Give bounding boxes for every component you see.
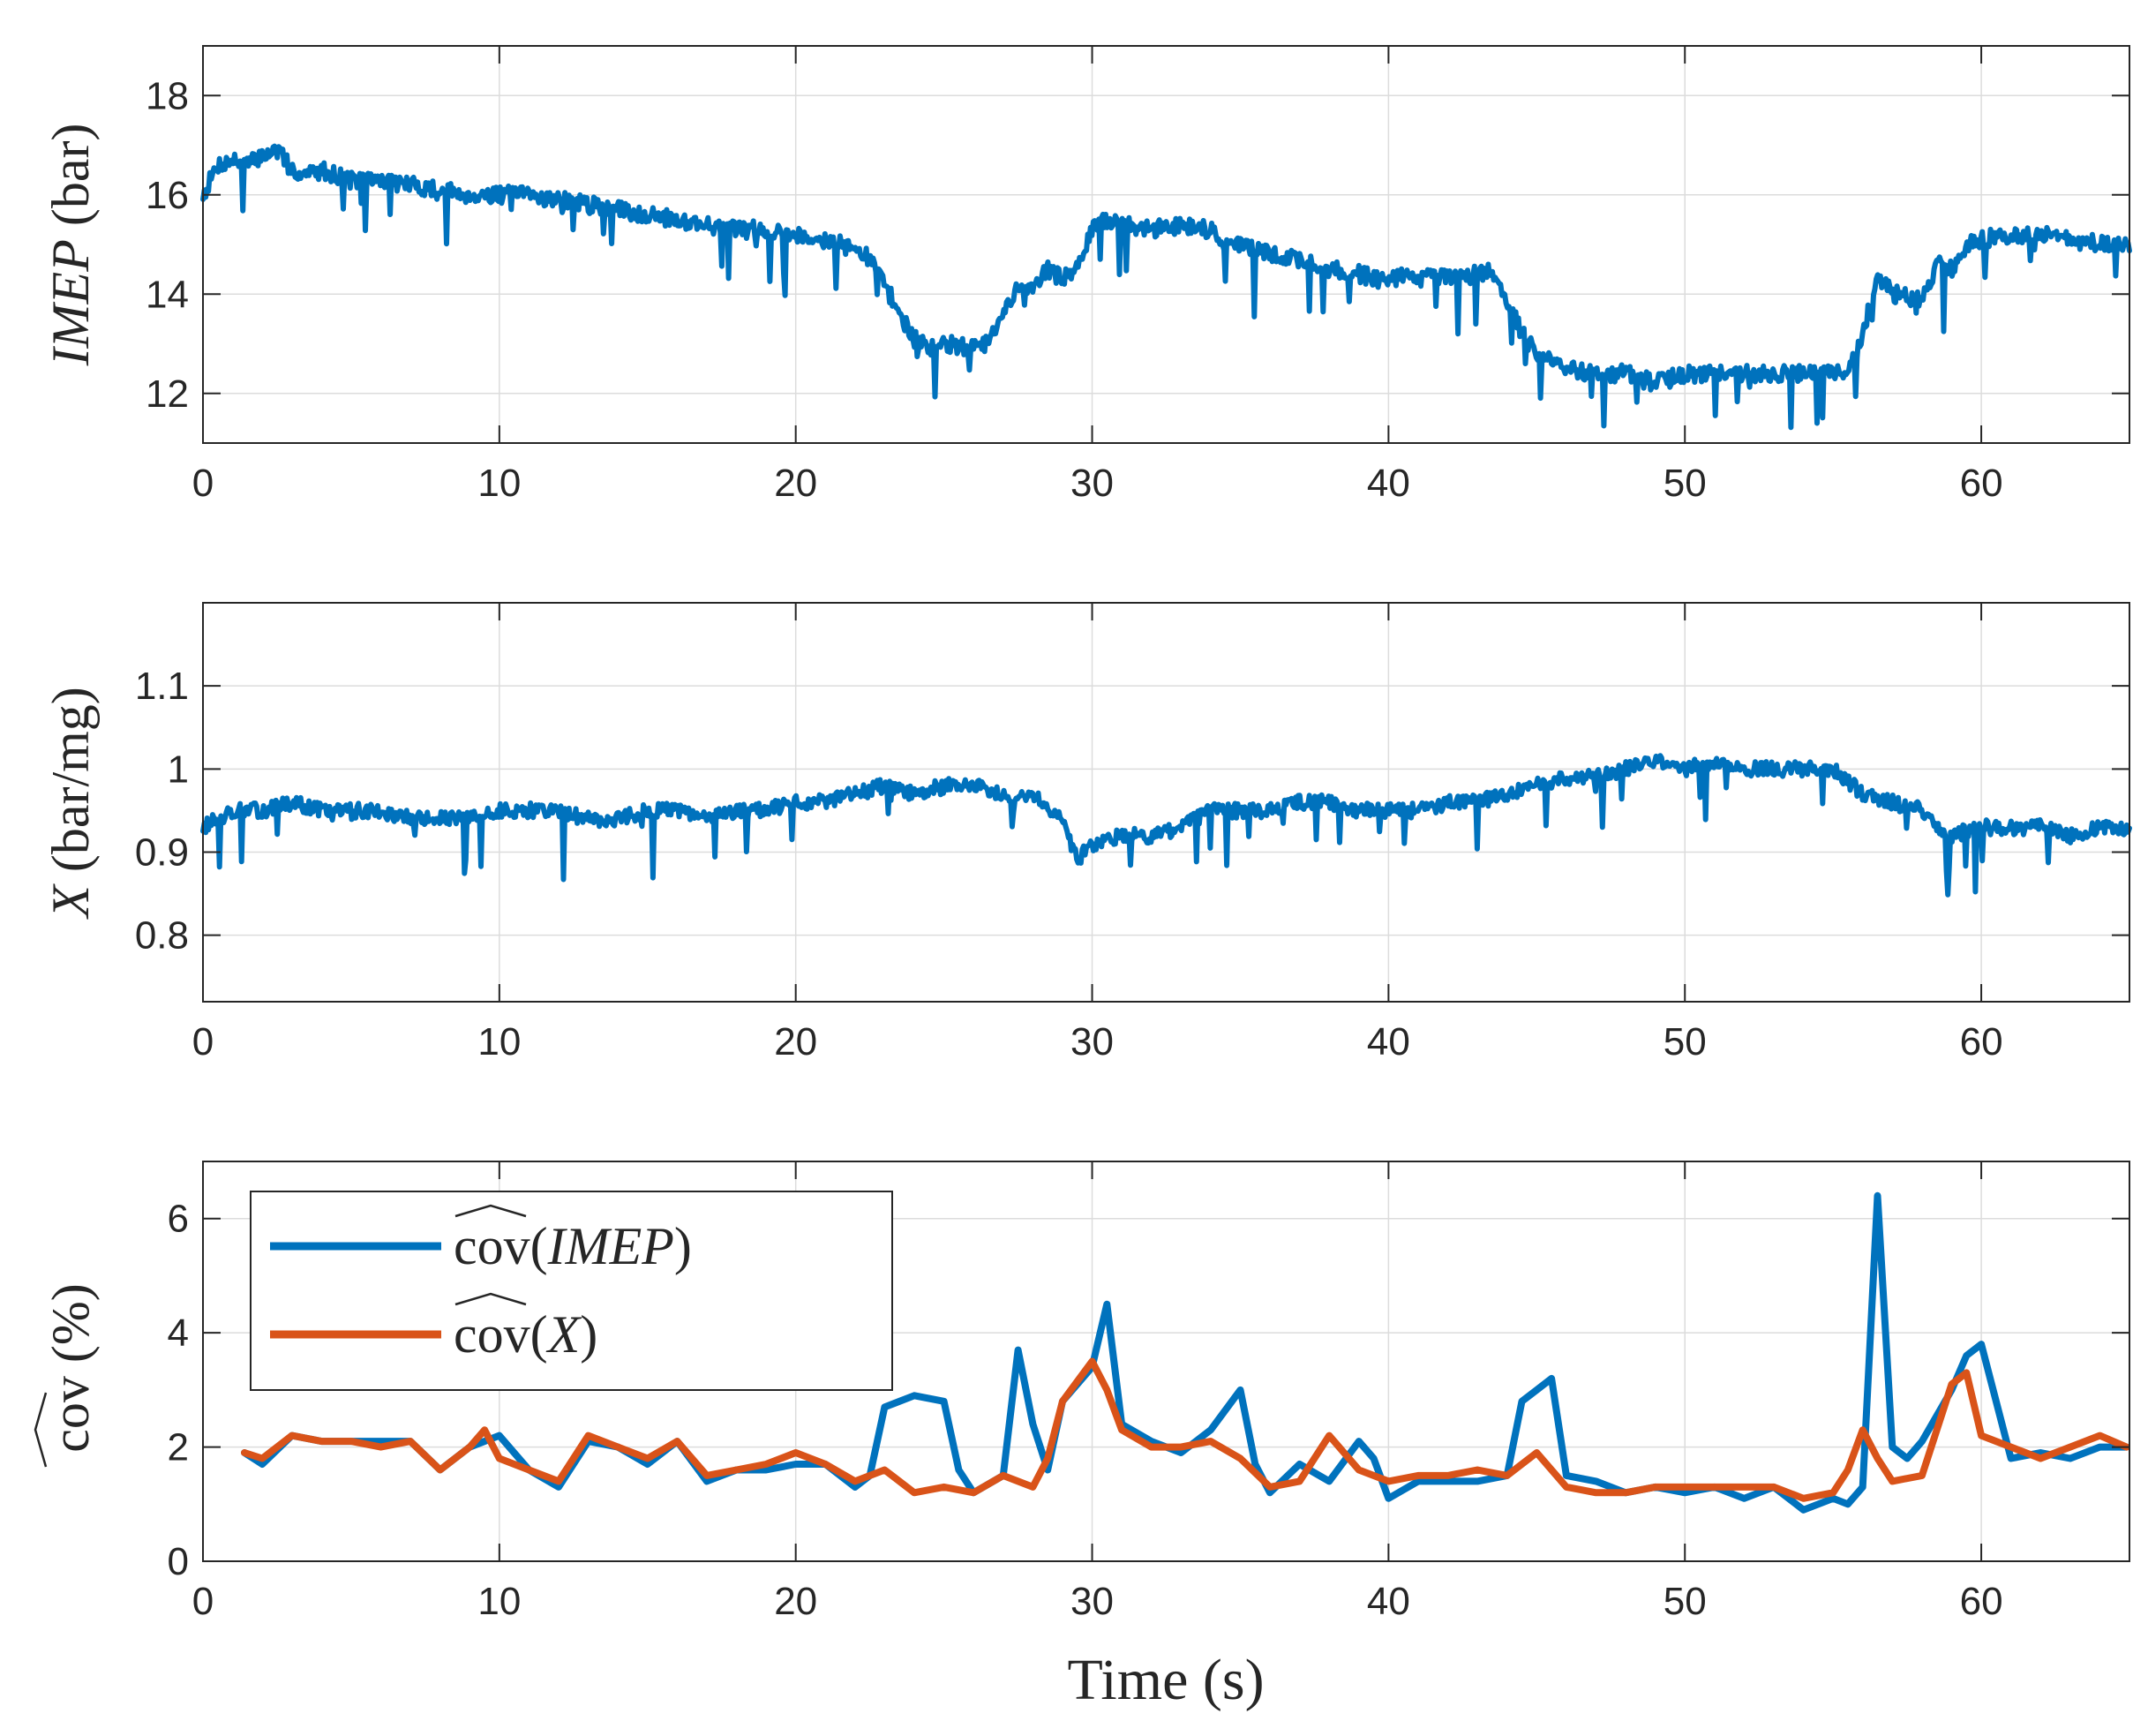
x-tick-label: 60 xyxy=(1960,1580,2003,1623)
x-tick-label: 20 xyxy=(774,1580,817,1623)
hat-accent xyxy=(454,1204,527,1218)
y-tick-label: 0 xyxy=(168,1540,189,1583)
legend-entry-imep: cov(IMEP) xyxy=(270,1204,692,1275)
y-tick-label: 6 xyxy=(168,1198,189,1241)
series-layer xyxy=(200,143,2132,431)
x-tick-label: 30 xyxy=(1070,1020,1114,1063)
x-tick-label: 60 xyxy=(1960,462,2003,505)
legend-entry-x: cov(X) xyxy=(270,1292,597,1364)
legend-label-x-cov: cov( xyxy=(454,1305,548,1364)
axes-box xyxy=(202,1161,2130,1562)
y-axis-label-unit: (bar) xyxy=(41,124,100,240)
y-tick-label: 2 xyxy=(168,1426,189,1469)
hat-accent xyxy=(34,1392,48,1468)
series-line-covx xyxy=(241,1357,2130,1502)
x-tick-label: 10 xyxy=(477,1580,521,1623)
y-tick-label: 14 xyxy=(146,273,189,316)
legend-label-imep-symbol: IMEP xyxy=(547,1217,674,1275)
x-axis-label: Time (s) xyxy=(1067,1648,1264,1712)
plot-area xyxy=(203,46,2129,443)
ticks: 0 10 20 30 40 50 60 0 2 4 6 xyxy=(168,1161,2129,1623)
plot-area xyxy=(203,603,2129,1002)
y-tick-label: 0.9 xyxy=(135,831,189,875)
y-axis-label-symbol: X xyxy=(41,883,100,920)
y-tick-label: 0.8 xyxy=(135,914,189,958)
y-tick-label: 1 xyxy=(168,748,189,791)
y-tick-label: 4 xyxy=(168,1311,189,1355)
legend-box xyxy=(250,1191,893,1391)
series-layer xyxy=(200,753,2132,898)
y-tick-label: 18 xyxy=(146,74,189,117)
y-axis-label: X (bar/mg) xyxy=(41,687,100,920)
x-tick-label: 10 xyxy=(477,462,521,505)
x-tick-label: 40 xyxy=(1367,462,1410,505)
x-tick-label: 0 xyxy=(192,1580,214,1623)
y-tick-label: 12 xyxy=(146,372,189,416)
x-tick-label: 30 xyxy=(1070,462,1114,505)
ticks: 0 10 20 30 40 50 60 12 14 16 18 xyxy=(146,46,2129,505)
y-axis-label-symbol: IMEP xyxy=(41,239,100,366)
x-tick-label: 30 xyxy=(1070,1580,1114,1623)
x-tick-label: 50 xyxy=(1664,462,1707,505)
legend: cov(IMEP) cov(X) xyxy=(250,1191,893,1391)
x-tick-label: 0 xyxy=(192,1020,214,1063)
x-tick-label: 50 xyxy=(1664,1020,1707,1063)
panel-x: 0 10 20 30 40 50 60 0.8 0.9 1 1.1 X (bar/mg) xyxy=(41,602,2132,1063)
y-axis-label: cov (%) xyxy=(34,1283,100,1468)
series-line xyxy=(200,143,2132,431)
legend-label-x-symbol: X xyxy=(546,1305,582,1364)
hat-accent xyxy=(454,1292,527,1306)
x-tick-label: 20 xyxy=(774,462,817,505)
legend-label-imep-close: ) xyxy=(674,1217,692,1275)
x-tick-label: 10 xyxy=(477,1020,521,1063)
series-line xyxy=(200,753,2132,898)
legend-label-x-close: ) xyxy=(580,1305,597,1364)
series-layer xyxy=(241,1191,2130,1514)
x-tick-label: 0 xyxy=(192,462,214,505)
axes-box xyxy=(202,602,2130,1003)
x-tick-label: 20 xyxy=(774,1020,817,1063)
y-tick-label: 1.1 xyxy=(135,665,189,708)
y-axis-label-text: cov (%) xyxy=(41,1283,100,1453)
y-axis-label: IMEP (bar) xyxy=(41,124,100,367)
axes-box xyxy=(202,45,2130,444)
x-tick-label: 50 xyxy=(1664,1580,1707,1623)
panel-imep: 0 10 20 30 40 50 60 12 14 16 18 IMEP (bar) xyxy=(41,45,2132,505)
x-tick-label: 40 xyxy=(1367,1580,1410,1623)
ticks: 0 10 20 30 40 50 60 0.8 0.9 1 1.1 xyxy=(135,603,2129,1063)
legend-label-imep: cov(IMEP) xyxy=(454,1217,692,1275)
legend-label-imep-cov: cov( xyxy=(454,1217,548,1275)
x-tick-label: 40 xyxy=(1367,1020,1410,1063)
x-tick-label: 60 xyxy=(1960,1020,2003,1063)
y-tick-label: 16 xyxy=(146,174,189,217)
y-axis-label-unit: (bar/mg) xyxy=(41,687,100,885)
grid xyxy=(202,46,2129,443)
legend-label-x: cov(X) xyxy=(454,1305,597,1364)
